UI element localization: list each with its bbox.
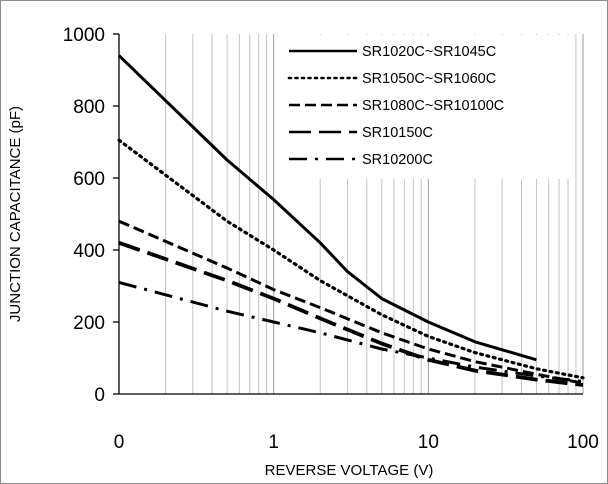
y-tick-label: 800 [73,97,105,118]
series-line-5 [118,280,584,383]
series-line-3 [118,219,584,385]
y-axis-title: JUNCTION CAPACITANCE (pF) [7,106,24,322]
x-tick-label: 0 [114,432,125,453]
x-axis-title: REVERSE VOLTAGE (V) [265,462,434,479]
legend-background [281,35,575,179]
series-layer [117,54,585,387]
legend-label-3: SR1080C~SR10100C [362,98,504,114]
y-tick-label: 600 [73,169,105,190]
series-line-1 [117,54,537,362]
y-tick-label: 200 [73,313,105,334]
legend-label-5: SR10200C [362,152,433,168]
series-line-4 [118,241,584,387]
y-tick-label: 1000 [63,25,105,46]
x-tick-label: 100 [567,432,599,453]
x-tick-label: 1 [268,432,279,453]
axis-layer: 0 200 400 600 800 1000 0 1 10 100 [63,25,599,453]
y-tick-label: 0 [94,385,105,406]
x-tick-label: 10 [418,432,439,453]
y-tick-label: 400 [73,241,105,262]
legend: SR1020C~SR1045C SR1050C~SR1060C SR1080C~SR… [281,35,575,179]
legend-label-1: SR1020C~SR1045C [362,44,496,60]
legend-label-4: SR10150C [362,125,433,141]
legend-label-2: SR1050C~SR1060C [362,71,496,87]
